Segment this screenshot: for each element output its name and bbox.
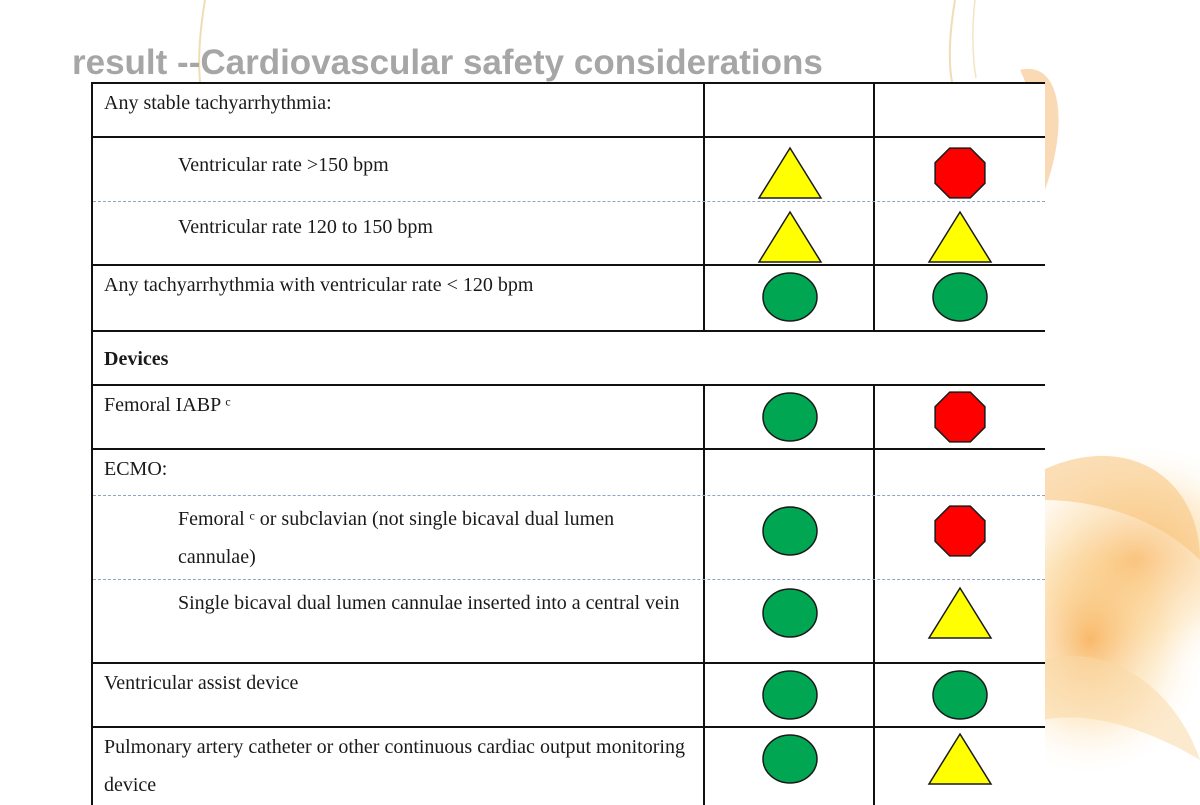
status-cell-a (705, 496, 875, 579)
status-cell-a (705, 202, 875, 264)
row-label: Ventricular rate 120 to 150 bpm (178, 216, 433, 238)
red-octagon-icon (927, 502, 993, 560)
status-cell-b (875, 138, 1045, 201)
green-circle-icon (927, 666, 993, 724)
status-cell-b (875, 450, 1045, 495)
row-label-cell: ECMO: (93, 450, 705, 495)
table-row: Pulmonary artery catheter or other conti… (93, 728, 1045, 805)
table-row: Single bicaval dual lumen cannulae inser… (93, 580, 1045, 664)
yellow-triangle-icon (927, 730, 993, 788)
table-row: Ventricular rate >150 bpm (93, 138, 1045, 202)
safety-table: Any stable tachyarrhythmia: Ventricular r… (91, 82, 1045, 805)
status-cell-a (705, 450, 875, 495)
yellow-triangle-icon (757, 208, 823, 266)
row-label: Femoral IABP ᶜ (104, 394, 231, 416)
row-label: Single bicaval dual lumen cannulae inser… (178, 592, 680, 614)
row-label-cell: Ventricular rate 120 to 150 bpm (93, 202, 705, 264)
table-row: Ventricular rate 120 to 150 bpm (93, 202, 1045, 266)
row-label: Ventricular assist device (104, 672, 299, 694)
yellow-triangle-icon (927, 584, 993, 642)
row-label-cell: Femoral IABP ᶜ (93, 386, 705, 448)
green-circle-icon (757, 666, 823, 724)
green-circle-icon (757, 268, 823, 326)
row-label: Femoral ᶜ or subclavian (not single bica… (178, 508, 615, 568)
table-row: Any tachyarrhythmia with ventricular rat… (93, 266, 1045, 332)
status-cell-a (705, 84, 875, 136)
green-circle-icon (757, 502, 823, 560)
row-label-cell: Single bicaval dual lumen cannulae inser… (93, 580, 705, 662)
table-row: Femoral ᶜ or subclavian (not single bica… (93, 496, 1045, 580)
row-label-cell: Femoral ᶜ or subclavian (not single bica… (93, 496, 705, 579)
row-label-cell: Pulmonary artery catheter or other conti… (93, 728, 705, 805)
status-cell-b (875, 664, 1045, 726)
table-row: Ventricular assist device (93, 664, 1045, 728)
yellow-triangle-icon (927, 208, 993, 266)
green-circle-icon (757, 388, 823, 446)
row-label: Any stable tachyarrhythmia: (104, 92, 332, 114)
status-cell-b (875, 84, 1045, 136)
table-row: Femoral IABP ᶜ (93, 386, 1045, 450)
green-circle-icon (927, 268, 993, 326)
status-cell-a (705, 386, 875, 448)
row-label-cell: Ventricular rate >150 bpm (93, 138, 705, 201)
status-cell-b (875, 496, 1045, 579)
row-label: Pulmonary artery catheter or other conti… (104, 736, 685, 796)
row-label-cell: Any stable tachyarrhythmia: (93, 84, 705, 136)
green-circle-icon (757, 584, 823, 642)
green-circle-icon (757, 730, 823, 788)
status-cell-b (875, 202, 1045, 264)
table-row: Devices (93, 332, 1045, 386)
row-label-cell: Any tachyarrhythmia with ventricular rat… (93, 266, 705, 330)
yellow-triangle-icon (757, 144, 823, 202)
status-cell-a (705, 580, 875, 662)
table-row: ECMO: (93, 450, 1045, 496)
row-label: Ventricular rate >150 bpm (178, 154, 389, 176)
status-cell-b (875, 266, 1045, 330)
red-octagon-icon (927, 144, 993, 202)
row-label-cell: Devices (93, 332, 1045, 384)
section-heading: Devices (104, 348, 169, 370)
status-cell-a (705, 728, 875, 805)
table-row: Any stable tachyarrhythmia: (93, 84, 1045, 138)
slide-title: result --Cardiovascular safety considera… (72, 43, 823, 82)
status-cell-a (705, 266, 875, 330)
row-label-cell: Ventricular assist device (93, 664, 705, 726)
status-cell-b (875, 386, 1045, 448)
status-cell-a (705, 138, 875, 201)
status-cell-b (875, 580, 1045, 662)
status-cell-a (705, 664, 875, 726)
red-octagon-icon (927, 388, 993, 446)
row-label: ECMO: (104, 458, 168, 480)
status-cell-b (875, 728, 1045, 805)
row-label: Any tachyarrhythmia with ventricular rat… (104, 274, 534, 296)
